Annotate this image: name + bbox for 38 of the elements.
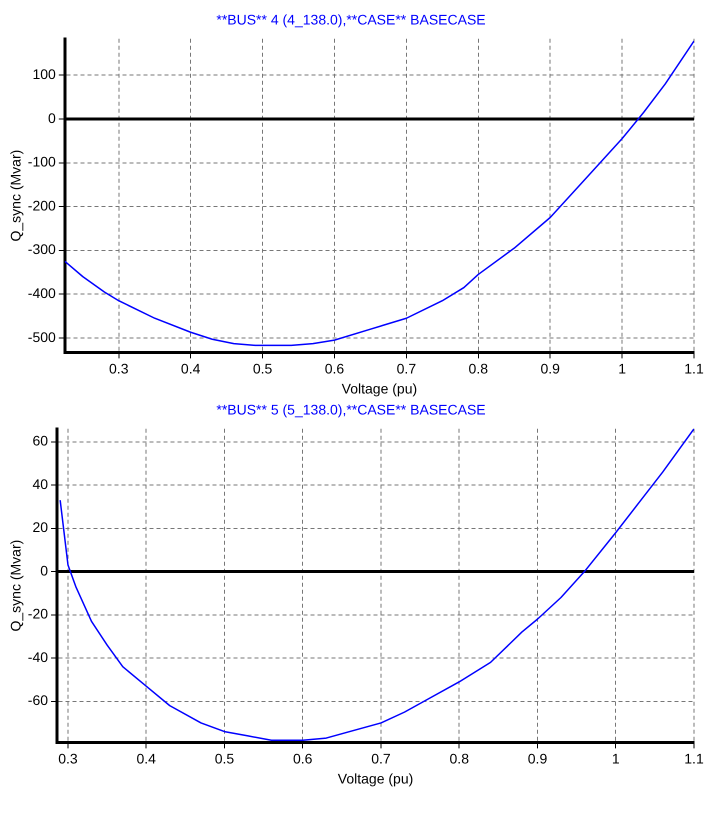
chart-title: **BUS** 5 (5_138.0),**CASE** BASECASE [216,401,486,418]
x-tick-label: 0.9 [528,750,548,767]
y-tick-label: 0 [48,110,56,126]
x-tick-label: 0.7 [396,360,416,377]
x-tick-label: 0.5 [252,360,273,377]
x-tick-label: 1 [618,360,626,377]
x-tick-label: 0.7 [371,750,391,767]
x-axis-title: Voltage (pu) [342,380,418,396]
y-tick-label: -40 [28,648,48,665]
y-tick-label: 0 [40,562,48,578]
y-tick-label: 20 [32,519,48,536]
x-tick-label: 0.5 [214,750,234,767]
y-tick-label: 100 [32,66,56,82]
y-axis-title: Q_sync (Mvar) [7,540,24,632]
x-tick-label: 1 [612,750,620,767]
x-tick-label: 0.4 [180,360,201,377]
y-tick-label: 60 [32,432,48,449]
x-tick-label: 0.9 [540,360,560,377]
x-tick-label: 1.1 [684,360,704,377]
y-axis-title: Q_sync (Mvar) [7,150,24,242]
y-tick-label: -60 [28,692,48,708]
y-tick-label: -200 [28,197,56,214]
x-tick-label: 0.6 [324,360,344,377]
x-axis-title: Voltage (pu) [338,770,414,786]
x-tick-label: 0.6 [293,750,313,767]
x-tick-label: 1.1 [684,750,704,767]
y-tick-label: -20 [28,606,48,622]
y-tick-label: 40 [32,476,48,492]
x-tick-label: 0.4 [136,750,156,767]
chart-title: **BUS** 4 (4_138.0),**CASE** BASECASE [216,11,486,28]
y-tick-label: -500 [28,328,56,345]
x-tick-label: 0.8 [468,360,488,377]
x-tick-label: 0.3 [58,750,78,767]
y-tick-label: -400 [28,285,56,302]
x-tick-label: 0.8 [450,750,470,767]
x-tick-label: 0.3 [109,360,129,377]
y-tick-label: -100 [28,154,56,170]
y-tick-label: -300 [28,241,56,258]
